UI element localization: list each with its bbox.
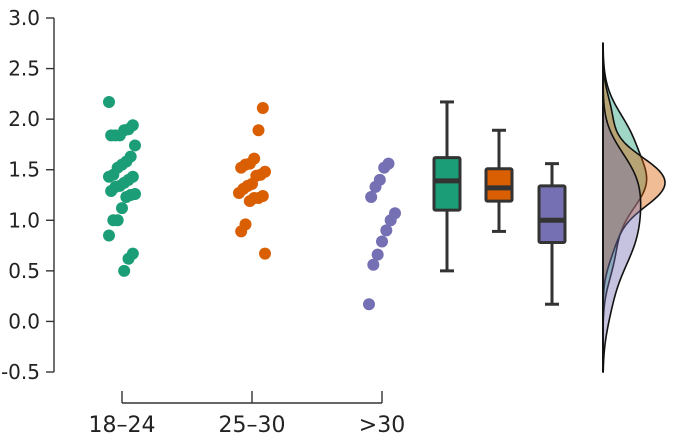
box-iqr (484, 167, 514, 203)
box-iqr (432, 156, 462, 212)
y-tick-label: 3.0 (8, 6, 40, 30)
y-tick-label: 1.5 (8, 158, 40, 182)
data-point (129, 139, 141, 152)
data-point (107, 214, 120, 227)
density-plots (602, 42, 666, 373)
data-point (384, 214, 397, 227)
data-point (378, 161, 391, 174)
data-point (367, 258, 380, 271)
data-point (363, 298, 375, 311)
x-axis: 18–24 25–30 >30 (89, 391, 405, 438)
data-point (235, 225, 248, 238)
data-point (380, 224, 393, 237)
data-point (105, 184, 118, 197)
y-tick-label: 0.5 (8, 259, 40, 283)
data-point (235, 161, 248, 174)
data-point (259, 247, 271, 260)
data-point (116, 202, 128, 215)
y-axis: 3.0 2.5 2.0 1.5 1.0 0.5 0.0 -0.5 (1, 6, 55, 384)
data-point (103, 95, 115, 108)
y-tick-label: 0.0 (8, 309, 40, 333)
data-point (376, 235, 388, 248)
y-tick-label: -0.5 (1, 360, 40, 384)
data-point (369, 180, 382, 193)
data-point (103, 170, 115, 183)
data-point (105, 129, 118, 142)
data-point (103, 229, 115, 242)
data-point (243, 195, 256, 208)
box-iqr (537, 184, 567, 245)
y-tick-label: 1.0 (8, 208, 40, 232)
data-point (233, 186, 245, 199)
data-point (122, 252, 135, 265)
y-tick-label: 2.0 (8, 107, 40, 131)
y-tick-label: 2.5 (8, 57, 40, 81)
data-point (365, 191, 378, 204)
data-point (371, 248, 384, 261)
data-point (256, 102, 269, 115)
data-point (252, 124, 265, 137)
x-tick-label: 18–24 (89, 413, 156, 438)
x-tick-label: 25–30 (219, 413, 286, 438)
x-tick-label: >30 (359, 413, 405, 438)
strip-points (103, 95, 401, 311)
data-point (120, 191, 133, 204)
data-point (118, 264, 131, 277)
box-plots (432, 100, 567, 306)
